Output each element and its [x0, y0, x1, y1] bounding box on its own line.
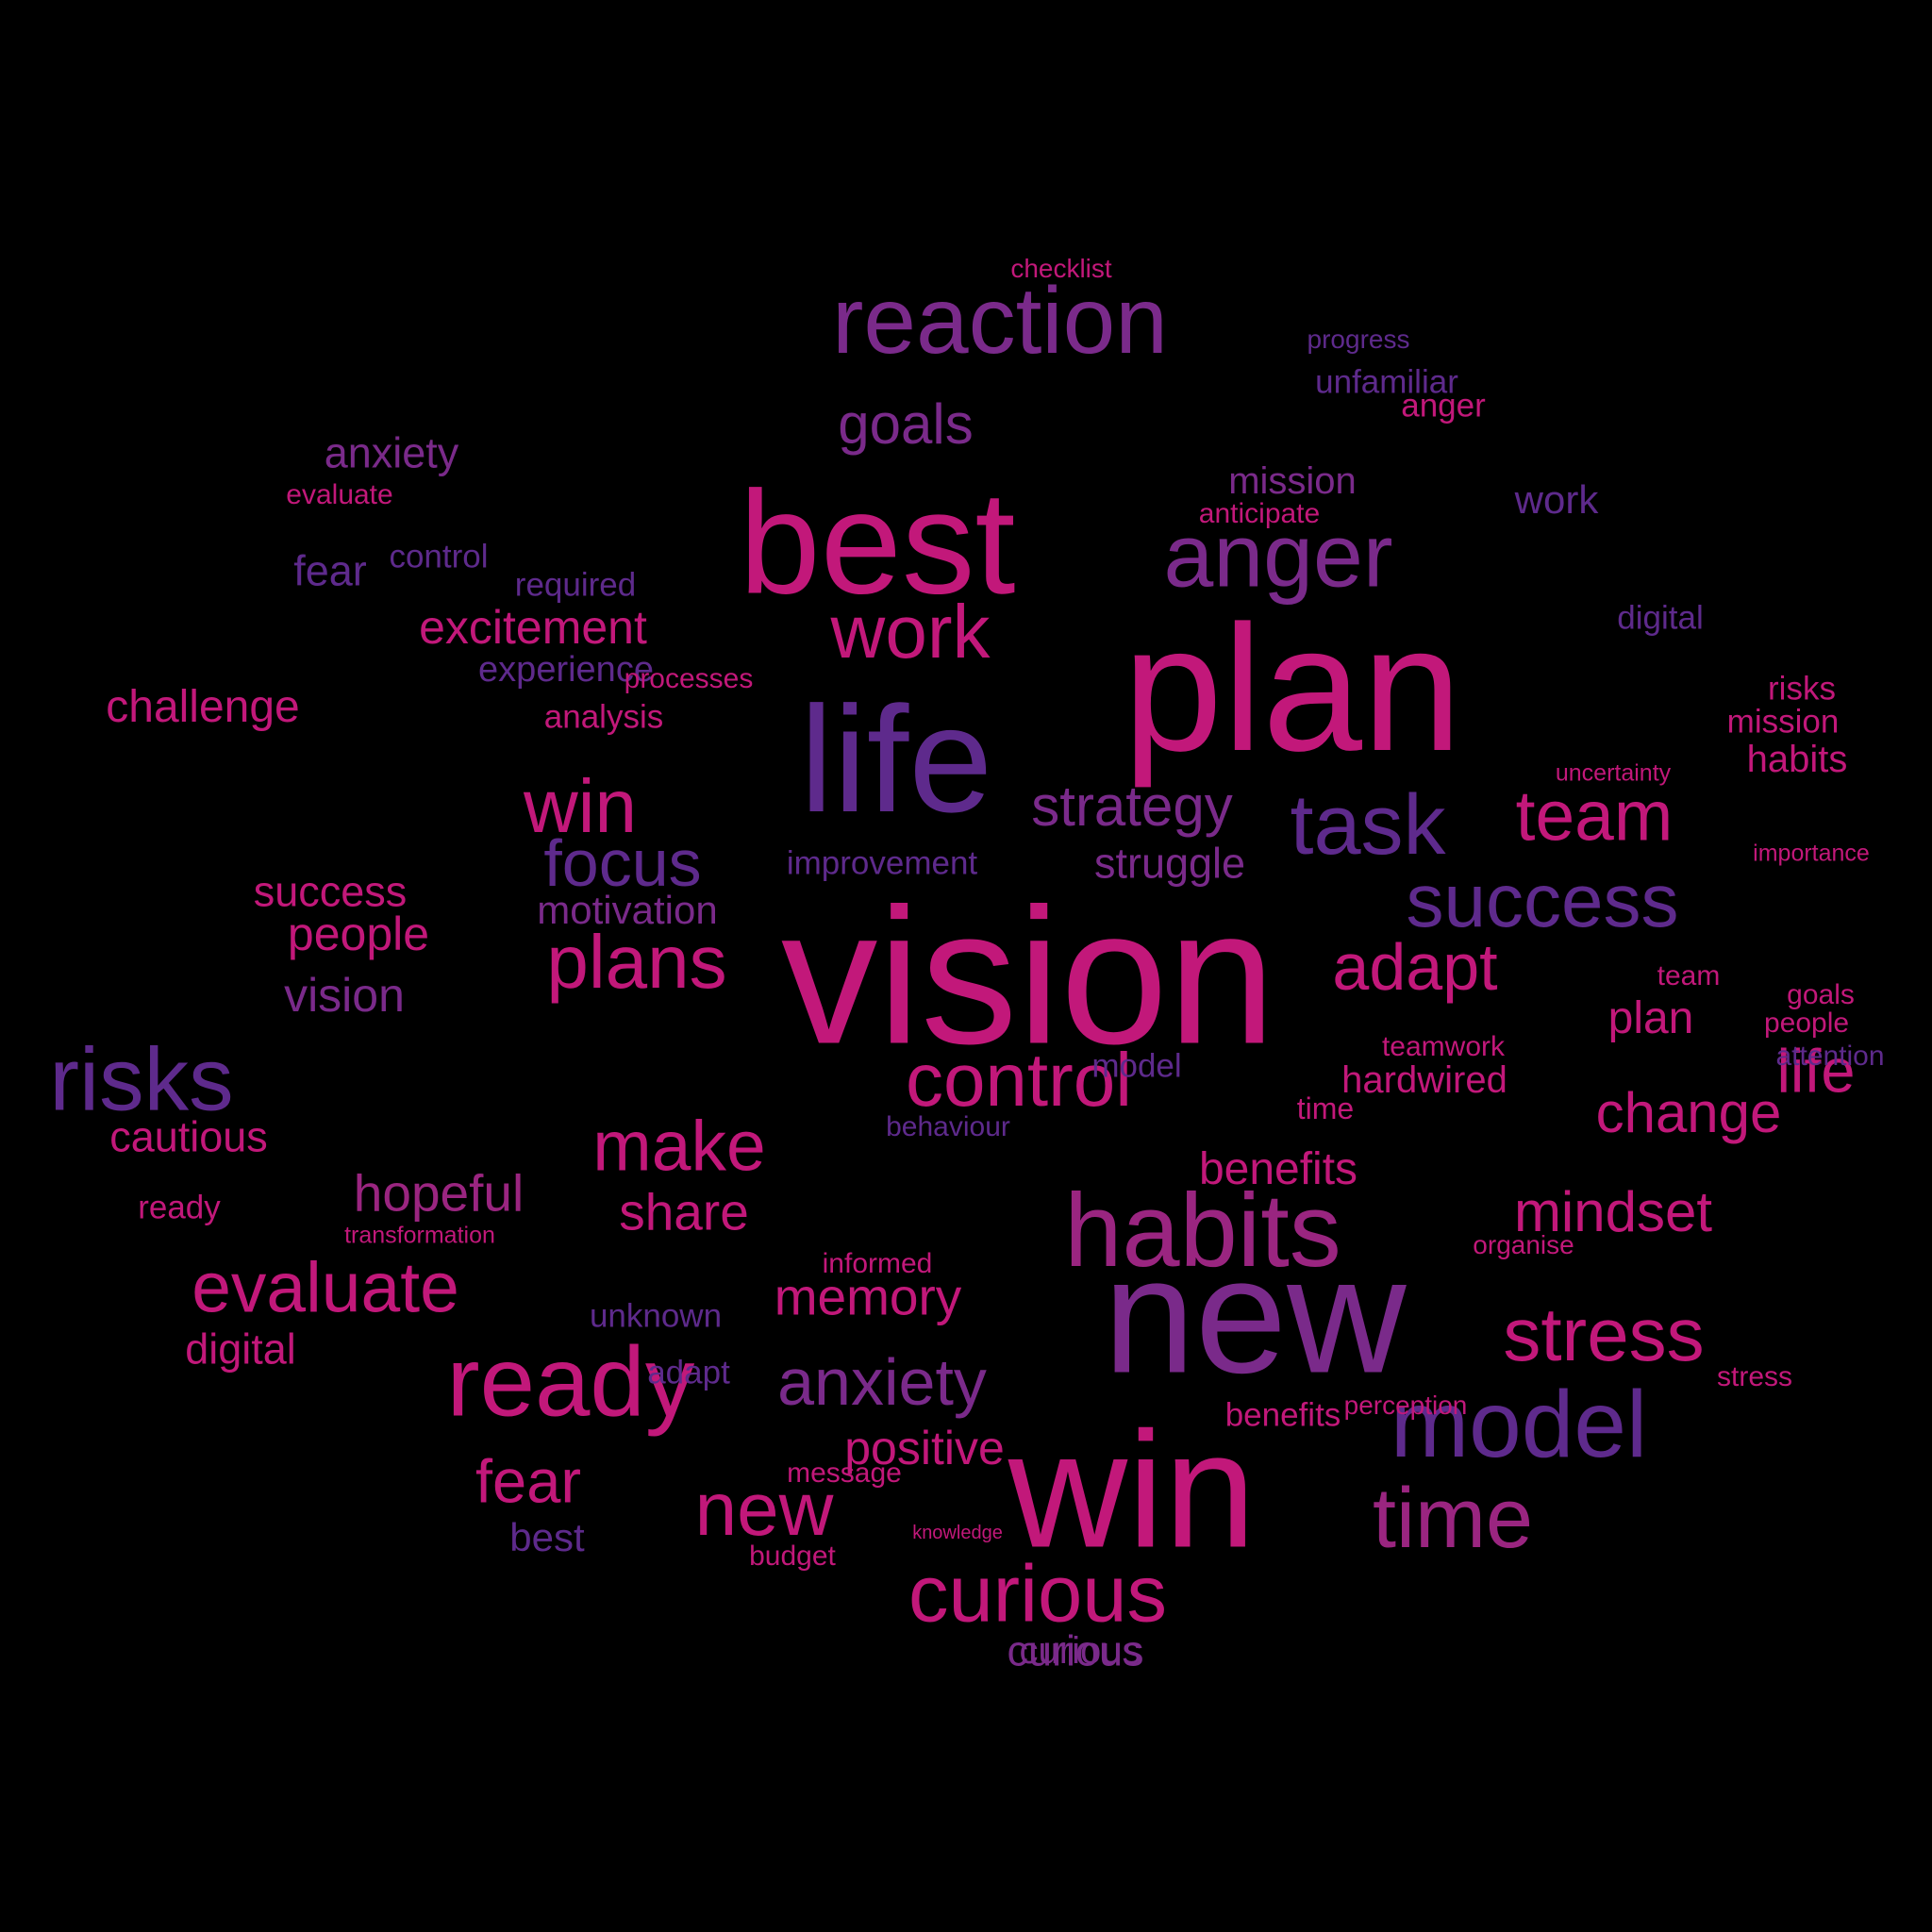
cloud-word: work	[1514, 477, 1599, 522]
cloud-word: plan	[1607, 993, 1694, 1043]
cloud-word: cautious	[109, 1112, 268, 1161]
cloud-word: habits	[1064, 1173, 1341, 1289]
cloud-word: knowledge	[912, 1523, 1003, 1543]
cloud-word: behaviour	[886, 1111, 1010, 1142]
cloud-word: model	[1091, 1047, 1182, 1085]
cloud-word: teamwork	[1381, 1031, 1506, 1062]
cloud-word: required	[514, 566, 637, 604]
cloud-word: hopeful	[353, 1163, 525, 1223]
cloud-word: people	[1763, 1008, 1850, 1039]
cloud-word: struggle	[1093, 839, 1246, 888]
cloud-word: goals	[838, 392, 974, 456]
cloud-word: checklist	[1010, 254, 1112, 283]
cloud-word: evaluate	[192, 1247, 459, 1327]
cloud-word: risks	[49, 1029, 234, 1130]
cloud-word: goals	[1787, 979, 1855, 1010]
cloud-word: people	[287, 908, 430, 960]
cloud-word: adapt	[647, 1354, 730, 1391]
cloud-word: anger	[1401, 387, 1486, 425]
cloud-word: anxiety	[777, 1345, 987, 1419]
cloud-word: vision	[780, 868, 1276, 1085]
cloud-word: change	[1595, 1081, 1782, 1144]
cloud-word: positive	[844, 1422, 1005, 1474]
cloud-word: stress	[1503, 1292, 1705, 1376]
cloud-word: memory	[774, 1267, 962, 1326]
cloud-word: share	[619, 1182, 749, 1241]
cloud-word: adapt	[1332, 930, 1498, 1004]
cloud-word: hardwired	[1341, 1059, 1507, 1101]
cloud-word: analysis	[543, 698, 664, 736]
cloud-word: plan	[1123, 589, 1462, 789]
cloud-word: message	[787, 1457, 902, 1489]
cloud-word: ready	[138, 1189, 221, 1226]
cloud-word: unfamiliar	[1315, 363, 1458, 401]
cloud-word: mission	[1228, 460, 1357, 502]
cloud-word: time	[1372, 1472, 1534, 1566]
cloud-word: organise	[1473, 1230, 1574, 1259]
cloud-word: make	[592, 1106, 766, 1186]
cloud-word: control	[389, 538, 489, 575]
cloud-word: benefits	[1198, 1144, 1358, 1194]
cloud-word: attention	[1775, 1041, 1885, 1072]
cloud-word: progress	[1307, 325, 1410, 354]
cloud-word: ready	[446, 1326, 695, 1438]
cloud-word: uncertainty	[1555, 759, 1672, 787]
cloud-word: perception	[1343, 1391, 1468, 1420]
cloud-word: transformation	[344, 1222, 495, 1249]
cloud-word: curious	[1019, 1630, 1141, 1672]
cloud-word: control	[905, 1038, 1133, 1122]
cloud-word: curious	[908, 1549, 1168, 1640]
cloud-word: plans	[546, 920, 727, 1004]
cloud-word: habits	[1746, 739, 1848, 780]
cloud-word: digital	[185, 1324, 296, 1374]
cloud-word: focus	[543, 826, 702, 900]
cloud-word: team	[1515, 775, 1674, 856]
cloud-word: budget	[749, 1541, 836, 1572]
cloud-word: new	[1103, 1224, 1407, 1408]
cloud-word: curious	[1007, 1626, 1144, 1675]
cloud-word: vision	[284, 969, 405, 1022]
cloud-word: strategy	[1031, 774, 1233, 838]
cloud-word: importance	[1753, 840, 1870, 867]
cloud-word: new	[694, 1467, 834, 1551]
cloud-word: anticipate	[1198, 498, 1321, 529]
cloud-word: win	[1008, 1398, 1257, 1583]
cloud-word: motivation	[537, 888, 718, 932]
cloud-word: best	[509, 1515, 585, 1559]
cloud-word: life	[1776, 1036, 1856, 1106]
cloud-word: work	[830, 590, 991, 674]
cloud-word: life	[799, 675, 993, 843]
cloud-word: digital	[1617, 599, 1704, 637]
cloud-word: mindset	[1513, 1180, 1713, 1243]
cloud-word: evaluate	[286, 479, 393, 510]
cloud-word: reaction	[832, 268, 1168, 374]
cloud-word: win	[523, 764, 638, 848]
cloud-word: informed	[822, 1248, 933, 1279]
cloud-word: stress	[1716, 1361, 1793, 1392]
cloud-word: benefits	[1224, 1396, 1341, 1434]
cloud-word: processes	[624, 663, 754, 694]
cloud-word: challenge	[106, 682, 300, 732]
cloud-word: experience	[478, 650, 654, 690]
cloud-word: fear	[293, 546, 367, 595]
cloud-word: success	[253, 867, 408, 916]
cloud-word: mission	[1726, 703, 1840, 741]
cloud-word: anxiety	[324, 428, 459, 477]
cloud-word: anger	[1163, 506, 1393, 607]
cloud-word: model	[1390, 1372, 1648, 1477]
cloud-word: best	[739, 460, 1016, 625]
cloud-word: improvement	[786, 844, 978, 882]
cloud-word: unknown	[589, 1297, 723, 1335]
cloud-word: task	[1290, 778, 1446, 873]
cloud-word: fear	[475, 1446, 582, 1516]
cloud-word: risks	[1768, 670, 1836, 708]
cloud-word: success	[1406, 858, 1679, 942]
cloud-word: time	[1296, 1091, 1355, 1125]
cloud-word: team	[1657, 960, 1721, 991]
cloud-word: excitement	[419, 601, 647, 654]
